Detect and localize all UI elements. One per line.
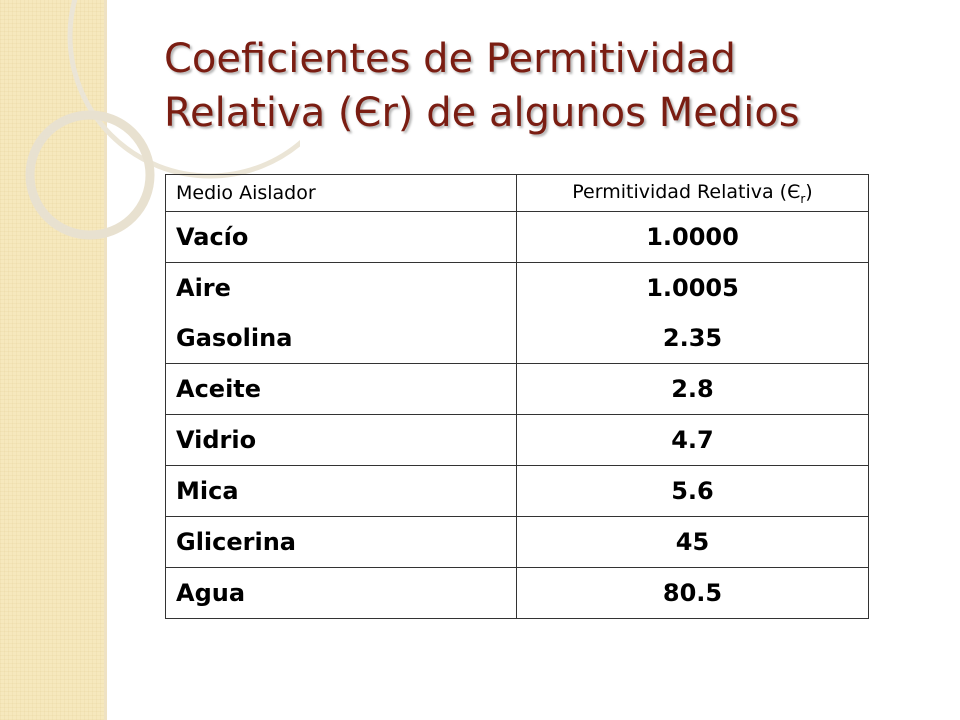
header-medium: Medio Aislador <box>165 174 517 212</box>
value-cell: 1.0005 <box>516 262 869 313</box>
medium-cell: Vacío <box>165 211 517 263</box>
table-row: Vidrio 4.7 <box>165 414 869 466</box>
permittivity-table: Medio Aislador Permitividad Relativa (Єr… <box>165 174 869 619</box>
value-cell: 1.0000 <box>516 211 869 263</box>
value-cell: 2.35 <box>516 313 869 364</box>
medium-cell: Vidrio <box>165 414 517 466</box>
header-permittivity-subscript: r <box>800 191 806 206</box>
value-cell: 2.8 <box>516 363 869 415</box>
medium-cell: Glicerina <box>165 516 517 568</box>
table-row: Agua 80.5 <box>165 567 869 619</box>
slide-title: Coeficientes de Permitividad Relativa (Є… <box>164 32 924 140</box>
side-band-edge <box>104 0 107 720</box>
title-line-2: Relativa (Єr) de algunos Medios <box>164 90 800 136</box>
medium-cell: Mica <box>165 465 517 517</box>
table-row: Glicerina 45 <box>165 516 869 568</box>
value-cell: 45 <box>516 516 869 568</box>
medium-cell: Gasolina <box>165 313 517 364</box>
medium-cell: Aire <box>165 262 517 313</box>
header-permittivity: Permitividad Relativa (Єr) <box>516 174 869 212</box>
decorative-side-band <box>0 0 104 720</box>
header-permittivity-suffix: ) <box>805 180 813 203</box>
table-row: Mica 5.6 <box>165 465 869 517</box>
small-ring <box>25 110 155 240</box>
table-row: Gasolina 2.35 <box>165 313 869 364</box>
value-cell: 80.5 <box>516 567 869 619</box>
medium-cell: Agua <box>165 567 517 619</box>
title-line-1: Coeficientes de Permitividad <box>164 36 736 82</box>
value-cell: 5.6 <box>516 465 869 517</box>
header-permittivity-prefix: Permitividad Relativa (Є <box>572 180 801 203</box>
table-header-row: Medio Aislador Permitividad Relativa (Єr… <box>165 174 869 212</box>
table-row: Vacío 1.0000 <box>165 211 869 263</box>
table-row: Aceite 2.8 <box>165 363 869 415</box>
table-row: Aire 1.0005 <box>165 262 869 313</box>
value-cell: 4.7 <box>516 414 869 466</box>
medium-cell: Aceite <box>165 363 517 415</box>
